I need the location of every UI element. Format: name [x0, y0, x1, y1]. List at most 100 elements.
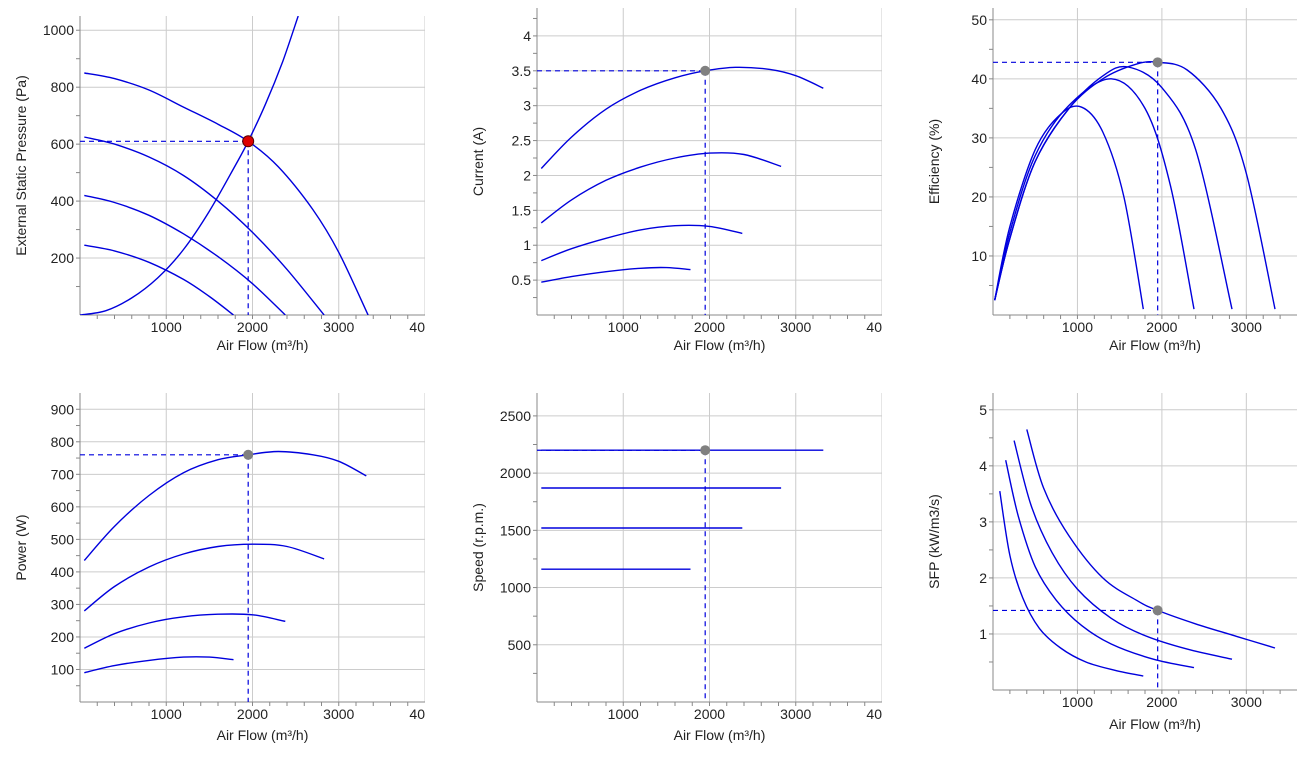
- duty-point-marker: [243, 449, 254, 460]
- y-tick-label: 500: [51, 531, 75, 547]
- chart-speed: 1000 2000 3000 4000 500 1000 1500 2000 2500 Air F…: [470, 393, 882, 743]
- y-tick-label: 50: [971, 12, 987, 28]
- x-tick-label: 3000: [1231, 319, 1262, 335]
- series-line-1: [1026, 429, 1276, 649]
- x-tick-label: 2000: [1146, 694, 1177, 710]
- y-tick-label: 30: [971, 130, 987, 146]
- series-line-3: [994, 78, 1195, 310]
- duty-point-marker: [242, 135, 255, 148]
- y-axis-label: Current (A): [470, 127, 486, 196]
- series-line-3: [1005, 460, 1195, 669]
- y-tick-label: 2: [523, 167, 531, 183]
- x-axis-label: Air Flow (m³/h): [674, 727, 766, 743]
- series-group: [540, 66, 824, 283]
- y-tick-label: 2000: [500, 465, 531, 481]
- x-axis-label: Air Flow (m³/h): [1109, 716, 1201, 732]
- series-line-2: [84, 136, 325, 315]
- series-line-3: [541, 224, 743, 262]
- y-axis-label: Efficiency (%): [926, 119, 942, 204]
- y-tick-label: 200: [51, 250, 75, 266]
- chart-power: 1000 2000 3000 4000 100 200 300 400 500 600 700 800…: [13, 393, 425, 743]
- y-tick-label: 3.5: [512, 63, 532, 79]
- y-axis-label: Power (W): [13, 514, 29, 580]
- duty-point-marker: [1152, 57, 1163, 68]
- x-tick-label: 2000: [1146, 319, 1177, 335]
- y-axis-label: External Static Pressure (Pa): [13, 75, 29, 256]
- y-tick-label: 1000: [500, 580, 531, 596]
- y-axis-label: Speed (r.p.m.): [470, 503, 486, 592]
- y-tick-label: 100: [51, 661, 75, 677]
- y-tick-label: 1: [523, 237, 531, 253]
- series-line-2: [83, 543, 325, 612]
- series-group: [541, 449, 824, 570]
- x-tick-label: 1000: [608, 706, 639, 722]
- series-group: [999, 429, 1276, 677]
- x-tick-label: 4000: [866, 706, 882, 722]
- series-line-1: [994, 60, 1276, 310]
- duty-point-marker: [1152, 605, 1163, 616]
- chart-sfp: 1000 2000 3000 1 2 3 4 5 Air Flow (m³/h) SFP (kW/…: [926, 393, 1297, 732]
- x-tick-label: 1000: [151, 319, 182, 335]
- y-tick-label: 40: [971, 71, 987, 87]
- x-tick-label: 1000: [151, 706, 182, 722]
- x-tick-label: 3000: [1231, 694, 1262, 710]
- x-axis-label: Air Flow (m³/h): [217, 337, 309, 353]
- x-tick-label: 3000: [780, 319, 811, 335]
- x-tick-label: 3000: [323, 706, 354, 722]
- y-tick-label: 20: [971, 189, 987, 205]
- y-tick-label: 10: [971, 248, 987, 264]
- y-tick-label: 2500: [500, 408, 531, 424]
- x-tick-label: 3000: [780, 706, 811, 722]
- x-tick-label: 1000: [1062, 319, 1093, 335]
- x-tick-label: 2000: [694, 319, 725, 335]
- y-tick-label: 2.5: [512, 133, 532, 149]
- y-tick-label: 400: [51, 564, 75, 580]
- series-line-4: [994, 105, 1144, 310]
- y-tick-label: 1000: [43, 22, 74, 38]
- x-axis-label: Air Flow (m³/h): [217, 727, 309, 743]
- series-line-3: [83, 613, 286, 649]
- series-line-4: [84, 656, 234, 674]
- x-axis-label: Air Flow (m³/h): [674, 337, 766, 353]
- x-tick-label: 4000: [409, 319, 425, 335]
- series-line-4: [84, 244, 234, 315]
- y-tick-label: 900: [51, 401, 75, 417]
- y-tick-label: 800: [51, 79, 75, 95]
- chart-current: 1000 2000 3000 4000 0.5 1 1.5 2 2.5 3 3.5 4 Air Flow…: [470, 8, 882, 353]
- duty-point-marker: [700, 445, 711, 456]
- y-tick-label: 500: [508, 637, 532, 653]
- series-line-2: [540, 151, 782, 224]
- y-tick-label: 3: [523, 98, 531, 114]
- x-tick-label: 1000: [1062, 694, 1093, 710]
- y-tick-label: 4: [979, 458, 987, 474]
- x-tick-label: 2000: [694, 706, 725, 722]
- y-tick-label: 5: [979, 402, 987, 418]
- y-tick-label: 3: [979, 514, 987, 530]
- y-tick-label: 200: [51, 629, 75, 645]
- y-axis-label: SFP (kW/m3/s): [926, 494, 942, 589]
- series-line-5: [80, 16, 299, 315]
- chart-efficiency: 1000 2000 3000 10 20 30 40 50 Air Flow (m³/h) Eff…: [926, 8, 1297, 353]
- x-tick-label: 3000: [323, 319, 354, 335]
- series-line-4: [541, 266, 691, 283]
- series-line-1: [83, 450, 367, 561]
- series-group: [83, 450, 367, 674]
- x-tick-label: 2000: [237, 319, 268, 335]
- series-line-1: [540, 66, 824, 169]
- y-tick-label: 1500: [500, 522, 531, 538]
- duty-point-marker: [700, 65, 711, 76]
- chart-pressure: 1000 2000 3000 4000 200 400 600 800 1000 Air Flow…: [13, 16, 425, 353]
- series-line-2: [1013, 440, 1233, 660]
- series-line-2: [994, 65, 1233, 310]
- y-tick-label: 600: [51, 136, 75, 152]
- y-tick-label: 4: [523, 28, 531, 44]
- y-tick-label: 0.5: [512, 272, 532, 288]
- series-group: [994, 60, 1276, 310]
- x-tick-label: 1000: [608, 319, 639, 335]
- x-axis-label: Air Flow (m³/h): [1109, 337, 1201, 353]
- y-tick-label: 2: [979, 570, 987, 586]
- x-tick-label: 2000: [237, 706, 268, 722]
- series-line-4: [999, 490, 1144, 677]
- series-line-3: [84, 194, 286, 315]
- series-line-1: [84, 72, 369, 315]
